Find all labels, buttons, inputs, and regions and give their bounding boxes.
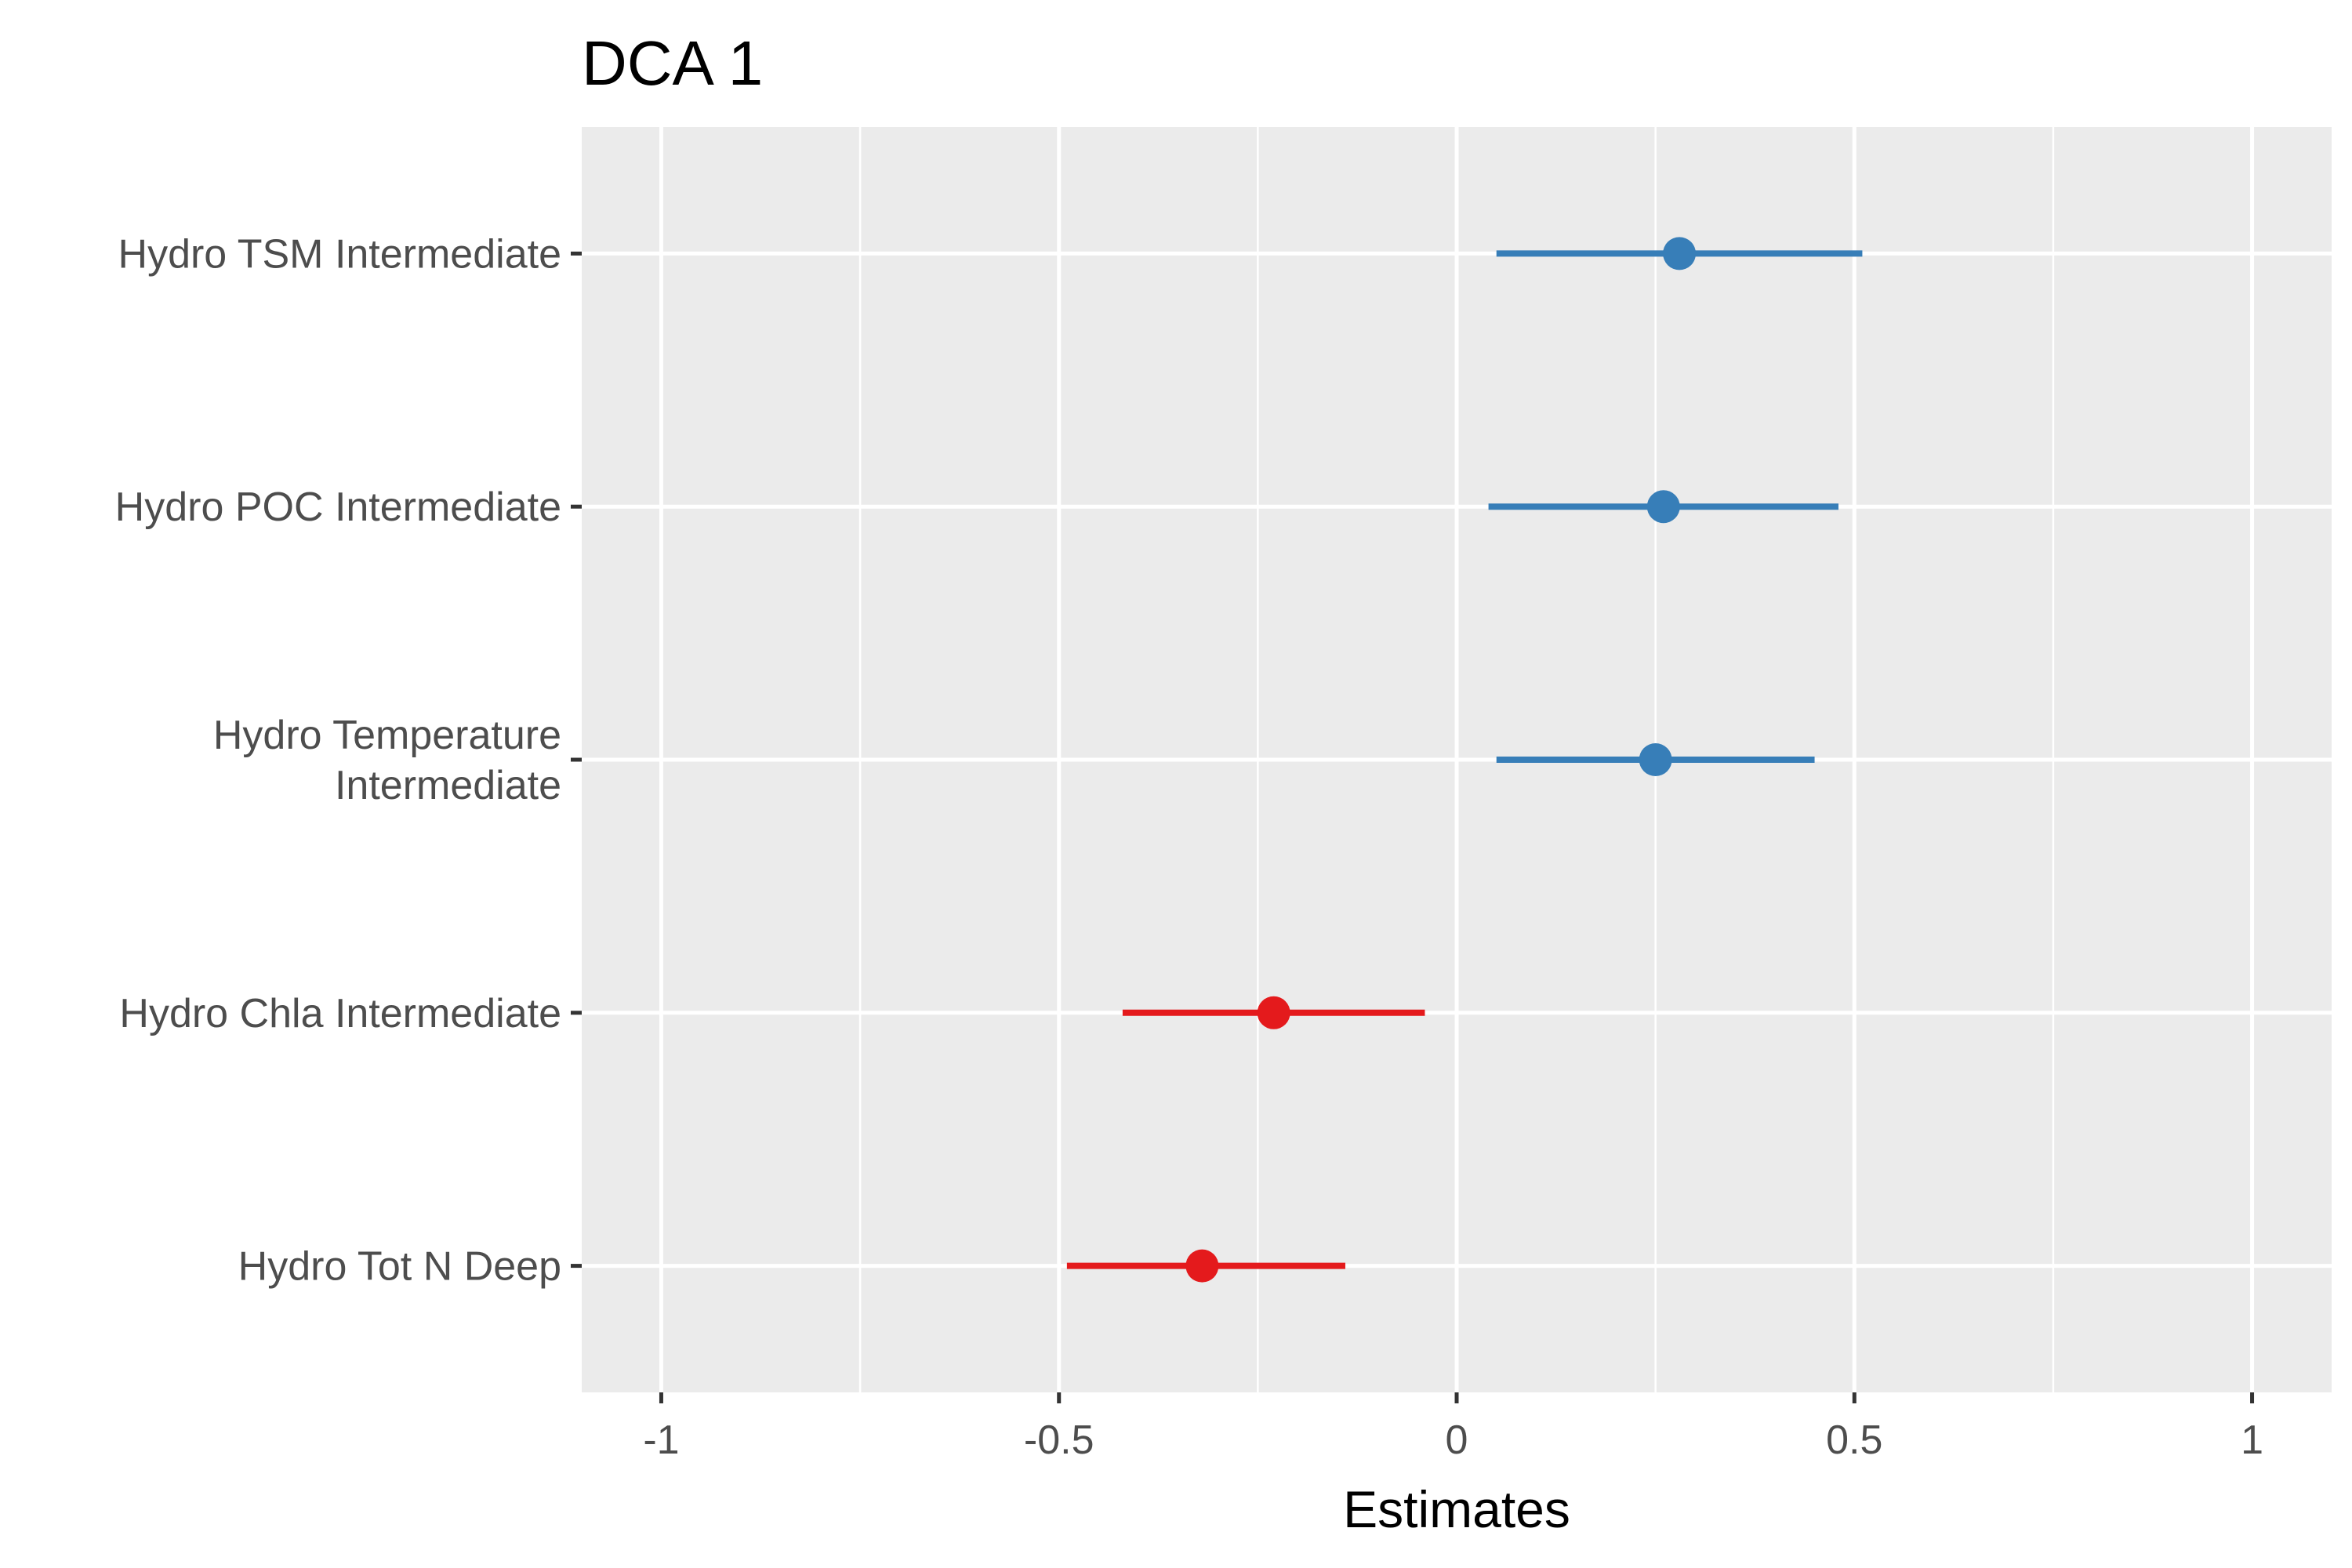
estimate-point-1 <box>1646 490 1680 524</box>
y-tick-label-1-0: Hydro POC Intermediate <box>115 485 561 530</box>
x-axis-label: Estimates <box>1343 1480 1570 1538</box>
estimate-point-0 <box>1663 237 1697 270</box>
y-axis: Hydro TSM Intermediate Hydro POC Intermed… <box>115 231 582 1290</box>
chart-title: DCA 1 <box>582 28 763 98</box>
estimate-point-3 <box>1257 996 1290 1029</box>
x-tick-label-3: 0.5 <box>1826 1417 1882 1463</box>
y-tick-label-4-0: Hydro Tot N Deep <box>238 1244 561 1290</box>
major-gridlines <box>582 127 2332 1392</box>
y-tick-label-3-0: Hydro Chla Intermediate <box>119 991 561 1036</box>
y-tick-label-2-0: Hydro Temperature <box>213 713 561 758</box>
x-tick-label-2: 0 <box>1446 1417 1468 1463</box>
estimate-point-4 <box>1185 1249 1219 1283</box>
x-tick-label-0: -1 <box>643 1417 679 1463</box>
estimate-point-2 <box>1639 743 1672 776</box>
estimate-marks <box>1066 237 1863 1283</box>
x-axis: -1 -0.5 0 0.5 1 <box>643 1392 2263 1463</box>
x-tick-label-4: 1 <box>2241 1417 2263 1463</box>
x-tick-label-1: -0.5 <box>1024 1417 1094 1463</box>
y-tick-label-0-0: Hydro TSM Intermediate <box>118 231 561 277</box>
y-tick-label-2-1: Intermediate <box>335 763 561 808</box>
